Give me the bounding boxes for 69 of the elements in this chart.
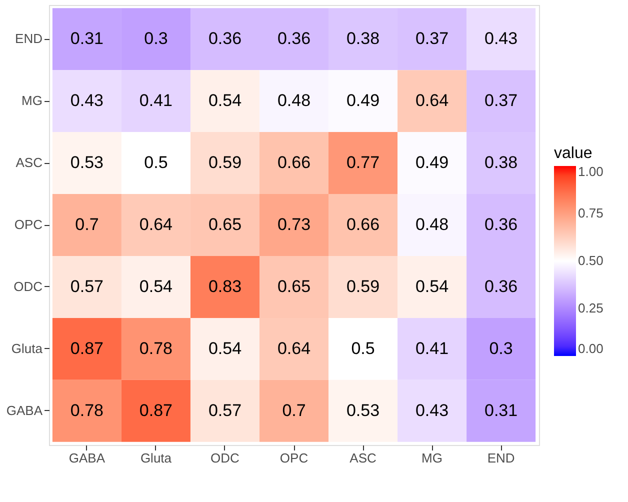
data-label: 0.57 [208,400,242,420]
data-label: 0.54 [208,91,242,110]
data-label: 0.59 [208,153,242,172]
data-label: 0.65 [277,276,311,296]
x-tick-label: END [487,450,515,466]
data-label: 0.31 [484,400,518,420]
data-label: 0.77 [346,153,380,172]
data-label: 0.41 [415,338,449,358]
x-tick-label: Gluta [140,450,172,466]
data-label: 0.3 [144,29,168,48]
data-label: 0.54 [139,276,173,296]
color-bar-label: 0.75 [578,206,604,220]
data-label: 0.38 [484,153,518,172]
data-label: 0.37 [484,91,518,110]
data-label: 0.37 [415,29,449,48]
data-label: 0.65 [208,215,242,234]
data-label: 0.48 [277,91,311,110]
y-tick-label: ODC [14,278,42,294]
data-label: 0.59 [346,276,380,296]
x-tick-label: GABA [68,450,106,466]
data-label: 0.36 [277,29,311,48]
color-bar-label: 1.00 [578,164,604,179]
data-label: 0.53 [346,400,380,420]
x-tick-label: OPC [280,450,308,466]
data-label: 0.7 [282,400,306,420]
data-label: 0.54 [415,276,449,296]
data-label: 0.73 [277,215,311,234]
legend-title: value [554,145,592,162]
data-label: 0.66 [277,153,311,172]
data-label: 0.83 [208,276,242,296]
data-label: 0.48 [415,215,449,234]
y-tick-label: ASC [16,155,42,170]
data-label: 0.49 [346,91,380,110]
data-label: 0.64 [415,91,449,110]
color-bar-label: 0.00 [578,341,604,356]
data-label: 0.78 [139,338,173,358]
data-label: 0.5 [144,153,168,172]
data-label: 0.36 [484,276,518,296]
data-label: 0.78 [70,400,104,420]
data-label: 0.36 [208,29,242,48]
color-bar-label: 0.50 [578,253,604,268]
data-label: 0.49 [415,153,449,172]
y-tick-label: Gluta [11,340,44,356]
data-label: 0.43 [70,91,104,110]
y-tick-label: GABA [6,402,43,418]
data-label: 0.7 [75,215,99,234]
x-tick-label: ASC [350,450,376,466]
data-label: 0.38 [346,29,380,48]
data-label: 0.3 [489,338,513,358]
y-tick-label: END [15,31,42,46]
data-label: 0.5 [351,338,375,358]
data-label: 0.57 [70,276,104,296]
y-tick-label: MG [22,93,42,108]
y-tick-label: OPC [14,217,42,232]
data-label: 0.36 [484,215,518,234]
x-tick-label: ODC [210,450,240,466]
data-label: 0.54 [208,338,242,358]
data-label: 0.87 [139,400,173,420]
data-label: 0.43 [484,29,518,48]
data-label: 0.43 [415,400,449,420]
data-label: 0.53 [70,153,104,172]
data-label: 0.41 [139,91,173,110]
data-label: 0.31 [70,29,104,48]
color-bar-label: 0.25 [578,300,604,316]
data-label: 0.87 [70,338,104,358]
data-label: 0.64 [139,215,173,234]
data-label: 0.64 [277,338,311,358]
data-label: 0.66 [346,215,380,234]
x-tick-label: MG [422,450,443,466]
